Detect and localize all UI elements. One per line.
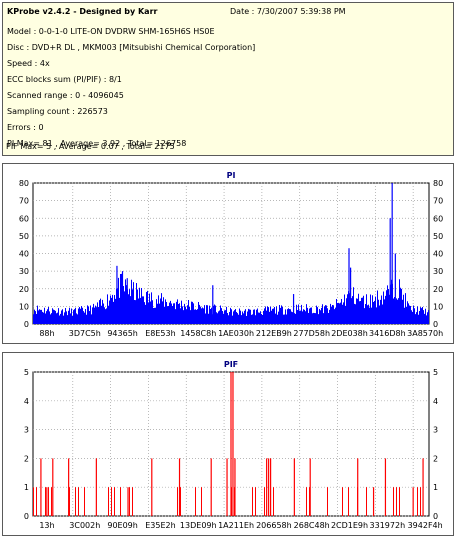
y-tick-label-left: 4 bbox=[24, 397, 29, 406]
pif-chart-panel: PIF 0 0 1 1 2 2 3 3 4 4 5 5 13h 3C002h 90E09h E35E2h 13DE… bbox=[2, 352, 454, 536]
y-tick-label-left: 2 bbox=[24, 454, 29, 463]
x-tick-label: 2CD1E9h bbox=[331, 521, 368, 530]
y-tick-label-left: 30 bbox=[19, 267, 29, 276]
x-tick-label: 268C48h bbox=[294, 521, 330, 530]
x-tick-label: 3A8570h bbox=[407, 329, 443, 338]
y-tick-label-right: 60 bbox=[433, 214, 443, 223]
x-tick-label: 3942F4h bbox=[408, 521, 443, 530]
y-tick-label-left: 40 bbox=[19, 250, 29, 259]
ecc-line: ECC blocks sum (PI/PIF) : 8/1 bbox=[7, 75, 122, 84]
y-tick-label-right: 40 bbox=[433, 250, 443, 259]
x-tick-label: 206658h bbox=[256, 521, 292, 530]
y-tick-label-right: 4 bbox=[433, 397, 438, 406]
x-tick-label: E35E2h bbox=[145, 521, 175, 530]
disc-info-panel: KProbe v2.4.2 - Designed by Karr Date : … bbox=[2, 2, 454, 156]
x-tick-label: 2DE038h bbox=[331, 329, 368, 338]
x-tick-label: 212EB9h bbox=[256, 329, 292, 338]
pi-chart: PI 0 0 10 10 20 20 30 30 40 40 50 50 60 60 70 70 80 80 88h 3… bbox=[19, 171, 443, 338]
app-title: KProbe v2.4.2 - Designed by Karr bbox=[7, 7, 158, 16]
pif-chart: PIF 0 0 1 1 2 2 3 3 4 4 5 5 13h 3C002h 90E09h E35E2h 13DE… bbox=[24, 360, 443, 530]
y-tick-label-right: 5 bbox=[433, 368, 438, 377]
x-tick-label: 277D58h bbox=[293, 329, 330, 338]
x-tick-label: 94365h bbox=[107, 329, 138, 338]
y-tick-label-right: 2 bbox=[433, 454, 438, 463]
y-tick-label-left: 50 bbox=[19, 232, 29, 241]
disc-line: Disc : DVD+R DL , MKM003 [Mitsubishi Che… bbox=[7, 43, 256, 52]
x-tick-label: 13h bbox=[39, 521, 54, 530]
y-tick-label-left: 70 bbox=[19, 197, 29, 206]
y-tick-label-left: 3 bbox=[24, 426, 29, 435]
y-tick-label-left: 1 bbox=[24, 483, 29, 492]
x-tick-label: 1AE030h bbox=[218, 329, 254, 338]
errors-line: Errors : 0 bbox=[7, 123, 44, 132]
x-tick-label: 3D7C5h bbox=[69, 329, 101, 338]
x-tick-label: 88h bbox=[39, 329, 54, 338]
range-line: Scanned range : 0 - 4096045 bbox=[7, 91, 124, 100]
chart-title: PIF bbox=[224, 360, 238, 369]
sampling-line: Sampling count : 226573 bbox=[7, 107, 108, 116]
pi-summary-line: PI Max= 81 , Average= 3.92 , Total= 1267… bbox=[7, 139, 187, 148]
y-tick-label-left: 5 bbox=[24, 368, 29, 377]
scan-date: Date : 7/30/2007 5:39:38 PM bbox=[230, 7, 346, 16]
y-tick-label-right: 30 bbox=[433, 267, 443, 276]
y-tick-label-left: 20 bbox=[19, 285, 29, 294]
y-tick-label-left: 0 bbox=[24, 320, 29, 329]
y-tick-label-right: 0 bbox=[433, 320, 438, 329]
y-tick-label-right: 50 bbox=[433, 232, 443, 241]
model-line: Model : 0-0-1-0 LITE-ON DVDRW SHM-165H6S… bbox=[7, 27, 215, 36]
x-tick-label: 331972h bbox=[370, 521, 406, 530]
y-tick-label-right: 0 bbox=[433, 512, 438, 521]
x-tick-label: 1A211Eh bbox=[218, 521, 254, 530]
y-tick-label-left: 0 bbox=[24, 512, 29, 521]
y-tick-label-right: 20 bbox=[433, 285, 443, 294]
y-tick-label-right: 10 bbox=[433, 302, 443, 311]
y-tick-label-left: 10 bbox=[19, 302, 29, 311]
pi-chart-panel: PI 0 0 10 10 20 20 30 30 40 40 50 50 60 60 70 70 80 80 88h 3… bbox=[2, 163, 454, 344]
y-tick-label-right: 3 bbox=[433, 426, 438, 435]
speed-line: Speed : 4x bbox=[7, 59, 50, 68]
chart-title: PI bbox=[227, 171, 236, 180]
y-tick-label-right: 70 bbox=[433, 197, 443, 206]
x-tick-label: 13DE09h bbox=[180, 521, 217, 530]
pif-summary-line: PIF Max= 5 , Average= 0.07 , Total= 2175 bbox=[6, 142, 175, 151]
x-tick-label: 3C002h bbox=[69, 521, 100, 530]
y-tick-label-left: 60 bbox=[19, 214, 29, 223]
y-tick-label-right: 1 bbox=[433, 483, 438, 492]
y-tick-label-right: 80 bbox=[433, 179, 443, 188]
x-tick-label: 90E09h bbox=[107, 521, 137, 530]
x-tick-label: 1458C8h bbox=[180, 329, 216, 338]
y-tick-label-left: 80 bbox=[19, 179, 29, 188]
x-tick-label: E8E53h bbox=[145, 329, 175, 338]
x-tick-label: 3416D8h bbox=[369, 329, 406, 338]
